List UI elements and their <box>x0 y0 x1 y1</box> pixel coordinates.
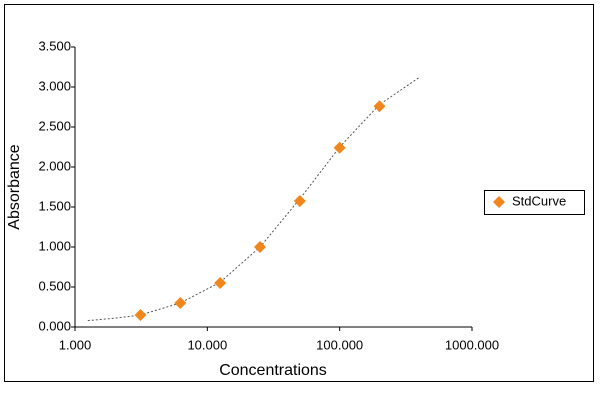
x-tick-label: 10.000 <box>187 337 227 352</box>
data-point <box>373 100 386 113</box>
data-point <box>214 277 227 289</box>
legend-marker <box>493 196 505 208</box>
data-point <box>174 297 187 309</box>
y-tick-label: 0.000 <box>38 318 71 333</box>
x-tick-label: 100.000 <box>316 337 363 352</box>
x-axis-title: Concentrations <box>219 362 327 379</box>
y-tick-label: 3.500 <box>38 38 71 53</box>
fit-curve <box>87 76 420 322</box>
data-point <box>333 141 346 154</box>
y-tick-label: 3.000 <box>38 78 71 93</box>
x-tick-label: 1000.000 <box>445 337 499 352</box>
y-tick-label: 2.000 <box>38 158 71 173</box>
y-tick-label: 0.500 <box>38 278 71 293</box>
y-tick-label: 2.500 <box>38 118 71 133</box>
y-tick-label: 1.500 <box>38 198 71 213</box>
x-tick-label: 1.000 <box>59 337 92 352</box>
y-tick-label: 1.000 <box>38 238 71 253</box>
data-point <box>253 241 266 253</box>
y-axis-title: Absorbance <box>6 144 23 229</box>
data-point <box>134 309 147 321</box>
data-point <box>293 195 306 207</box>
legend-label: StdCurve <box>512 193 566 208</box>
